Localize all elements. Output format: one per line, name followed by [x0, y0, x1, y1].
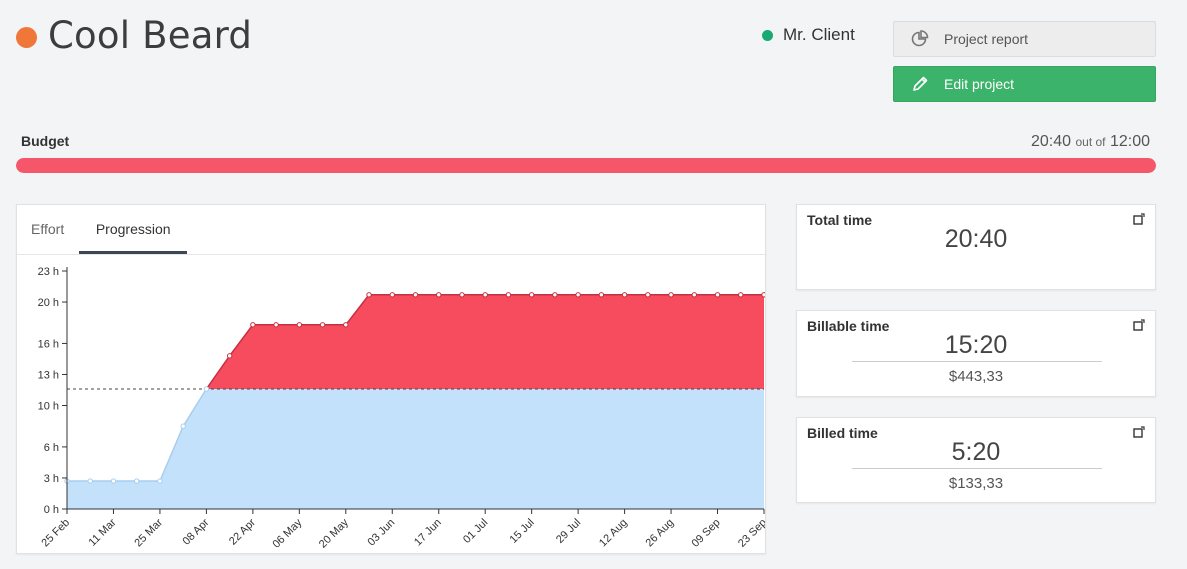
under-budget-area	[67, 388, 764, 509]
data-point	[575, 292, 581, 298]
total-time-value: 20:40	[944, 225, 1008, 253]
budget-progress-fill	[16, 158, 1156, 173]
y-tick-label: 3 h	[44, 473, 59, 485]
data-point	[203, 386, 210, 392]
billable-time-value: 15:20	[944, 331, 1008, 359]
y-tick-label: 10 h	[38, 401, 59, 413]
data-point	[505, 292, 512, 298]
x-tick-label: 08 Apr	[181, 516, 212, 547]
divider	[852, 468, 1102, 469]
budget-out-of: out of	[1075, 135, 1106, 149]
data-point	[319, 322, 326, 328]
chart-tabs: Effort Progression	[17, 205, 765, 255]
budget-used: 20:40	[1030, 133, 1072, 150]
data-point	[180, 423, 186, 429]
x-tick-label: 26 Aug	[643, 517, 676, 550]
tab-effort[interactable]: Effort	[31, 221, 65, 237]
client-name: Mr. Client	[783, 25, 855, 44]
budget-value: 20:40 out of 12:00	[1031, 133, 1150, 151]
data-point	[621, 292, 628, 298]
x-tick-label: 20 May	[317, 516, 351, 550]
billable-time-card: Billable time 15:20 $443,33	[796, 310, 1156, 397]
over-budget-area	[206, 294, 764, 389]
expand-icon[interactable]	[1133, 426, 1145, 438]
x-tick-label: 11 Mar	[86, 516, 118, 548]
divider	[852, 361, 1102, 362]
data-point	[134, 478, 140, 484]
billed-time-title: Billed time	[807, 425, 878, 441]
x-tick-label: 25 Feb	[39, 517, 72, 550]
y-tick-label: 6 h	[44, 442, 59, 454]
edit-project-button[interactable]: Edit project	[893, 66, 1156, 102]
client-link[interactable]: Mr. Client	[762, 25, 855, 45]
pencil-icon	[913, 76, 928, 91]
billable-amount: $443,33	[948, 368, 1004, 385]
edit-project-label: Edit project	[944, 76, 1015, 92]
pie-chart-icon	[911, 30, 929, 47]
billed-time-value: 5:20	[951, 438, 1001, 466]
total-time-title: Total time	[807, 212, 873, 228]
total-time-card: Total time 20:40	[796, 204, 1156, 290]
x-tick-label: 29 Jul	[554, 517, 583, 546]
data-point	[273, 322, 279, 328]
budget-label: Budget	[21, 133, 70, 149]
data-point	[738, 292, 744, 298]
expand-icon[interactable]	[1133, 213, 1145, 225]
y-tick-label: 16 h	[38, 338, 59, 350]
data-point	[250, 322, 256, 328]
data-point	[761, 292, 765, 298]
data-point	[226, 353, 233, 359]
data-point	[645, 292, 651, 298]
progression-chart: 0 h 3 h 6 h 10 h 13 h 16 h 20 h 23 h 25 Feb 11 Ma…	[38, 266, 765, 551]
x-tick-label: 01 Jul	[461, 517, 490, 546]
data-point	[668, 292, 674, 298]
x-tick-label: 23 Sep	[736, 517, 765, 550]
y-tick-label: 13 h	[38, 369, 59, 381]
client-status-dot	[762, 29, 773, 41]
data-point	[343, 322, 349, 328]
budget-total: 12:00	[1109, 133, 1150, 150]
budget-progress-bar	[16, 158, 1156, 173]
data-point	[528, 292, 535, 298]
data-point	[110, 478, 117, 484]
data-point	[459, 292, 465, 298]
data-point	[552, 292, 558, 298]
y-tick-label: 0 h	[44, 504, 59, 516]
project-color-dot	[16, 27, 37, 48]
billed-amount: $133,33	[948, 475, 1004, 492]
x-tick-label: 25 Mar	[132, 516, 165, 549]
data-point	[157, 478, 163, 484]
data-point	[296, 322, 303, 328]
billable-time-title: Billable time	[807, 318, 890, 334]
data-point	[87, 478, 93, 484]
x-tick-label: 22 Apr	[227, 516, 258, 547]
data-point	[412, 292, 419, 298]
data-point	[482, 292, 488, 298]
billed-time-card: Billed time 5:20 $133,33	[796, 417, 1156, 503]
data-point	[389, 292, 395, 298]
chart-card: Effort Progression 0 h 3 h 6 h 10 h 13 h 16 h…	[16, 204, 766, 554]
y-tick-label: 23 h	[38, 266, 59, 278]
y-tick-label: 20 h	[38, 297, 59, 309]
x-tick-label: 17 Jun	[412, 517, 444, 549]
page-title: Cool Beard	[48, 14, 253, 57]
x-tick-label: 12 Aug	[597, 517, 630, 550]
data-point	[714, 292, 721, 298]
x-tick-label: 09 Sep	[690, 517, 723, 550]
x-tick-label: 15 Jul	[508, 517, 537, 546]
data-point	[691, 292, 697, 298]
project-report-button[interactable]: Project report	[893, 21, 1156, 57]
x-tick-label: 06 May	[270, 516, 304, 550]
x-tick-label: 03 Jun	[366, 517, 398, 549]
tab-progression[interactable]: Progression	[79, 205, 188, 254]
project-report-label: Project report	[944, 31, 1029, 47]
data-point	[436, 292, 442, 298]
data-point	[598, 292, 605, 298]
expand-icon[interactable]	[1133, 319, 1145, 331]
data-point	[366, 292, 372, 298]
